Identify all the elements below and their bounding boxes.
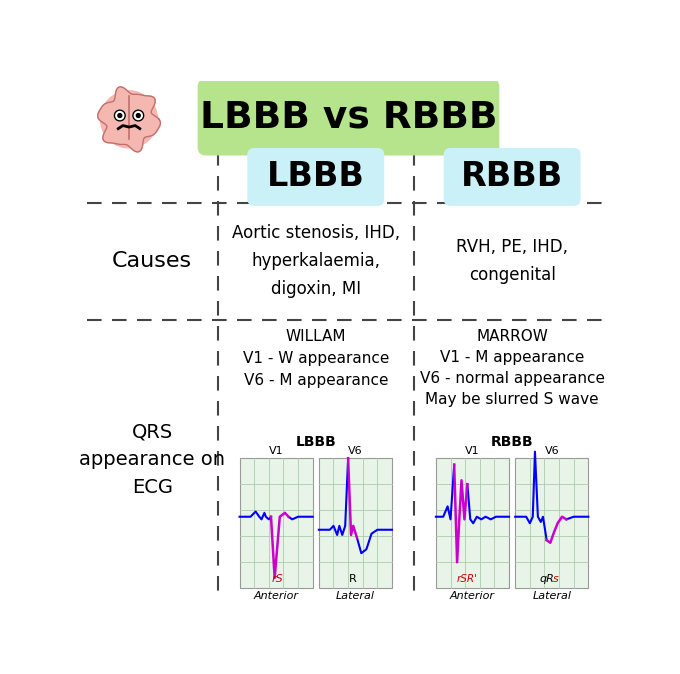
Text: qR: qR [539, 574, 554, 584]
Bar [319, 458, 392, 588]
Bar [515, 458, 588, 588]
Text: WILLAM
V1 - W appearance
V6 - M appearance: WILLAM V1 - W appearance V6 - M appearan… [243, 329, 389, 388]
Bar [436, 458, 509, 588]
Text: RVH, PE, IHD,
congenital: RVH, PE, IHD, congenital [456, 239, 568, 284]
FancyBboxPatch shape [248, 149, 384, 205]
Polygon shape [98, 87, 160, 152]
Text: LBBB: LBBB [295, 435, 336, 449]
Text: rSR': rSR' [457, 574, 478, 584]
Circle shape [101, 91, 158, 148]
Text: Causes: Causes [112, 251, 192, 271]
Text: LBBB: LBBB [267, 160, 364, 193]
Circle shape [133, 110, 143, 121]
Text: V1: V1 [465, 446, 480, 456]
Text: s: s [554, 574, 559, 584]
FancyBboxPatch shape [199, 80, 498, 155]
Text: Lateral: Lateral [336, 590, 375, 601]
Text: V6: V6 [348, 446, 362, 456]
Text: rS: rS [272, 574, 284, 584]
Circle shape [118, 114, 122, 117]
Bar [239, 458, 313, 588]
Text: Anterior: Anterior [254, 590, 299, 601]
Text: RBBB: RBBB [461, 160, 563, 193]
Text: Lateral: Lateral [532, 590, 571, 601]
Circle shape [114, 110, 125, 121]
Text: RBBB: RBBB [491, 435, 533, 449]
Text: QRS
appearance on
ECG: QRS appearance on ECG [79, 422, 225, 497]
Text: MARROW
V1 - M appearance
V6 - normal appearance
May be slurred S wave: MARROW V1 - M appearance V6 - normal app… [420, 329, 605, 407]
Text: R: R [350, 574, 357, 584]
Text: Aortic stenosis, IHD,
hyperkalaemia,
digoxin, MI: Aortic stenosis, IHD, hyperkalaemia, dig… [232, 224, 400, 298]
Text: LBBB vs RBBB: LBBB vs RBBB [200, 99, 497, 135]
FancyBboxPatch shape [444, 149, 580, 205]
Circle shape [137, 114, 140, 117]
Text: V6: V6 [545, 446, 559, 456]
Text: V1: V1 [269, 446, 284, 456]
Text: Anterior: Anterior [450, 590, 495, 601]
